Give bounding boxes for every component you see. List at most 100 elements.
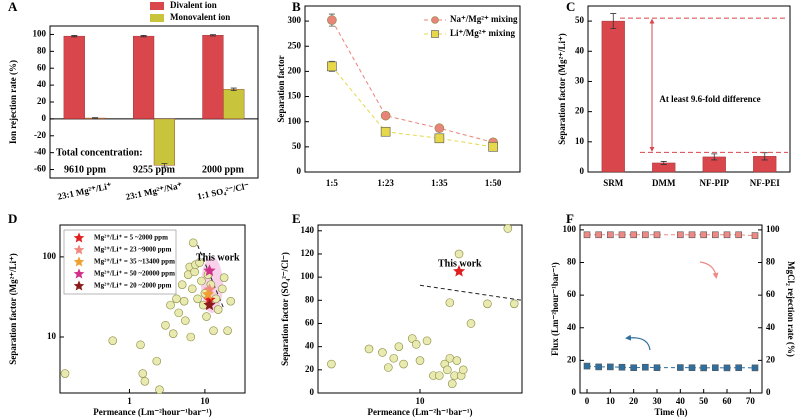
panel-label: E	[292, 211, 301, 226]
point	[688, 231, 696, 239]
trend-line	[419, 284, 523, 301]
y-tick-label: 30	[575, 76, 585, 86]
point	[595, 231, 602, 239]
y-tick-label: 10	[47, 331, 57, 341]
point	[197, 276, 206, 286]
y-tick-label: 250	[288, 40, 302, 50]
plot-frame	[59, 224, 246, 394]
legend-marker	[431, 30, 439, 38]
annotation: 9255 ppm	[133, 164, 176, 175]
y-tick-label: -60	[34, 164, 46, 174]
y-tick-label: 100	[301, 271, 315, 281]
y2-tick-label: 40	[766, 322, 776, 332]
annotation: 2000 ppm	[202, 164, 245, 175]
y-tick-label: 50	[575, 15, 585, 25]
y-axis-label: Separation factor (Mg²⁺/Li⁺)	[8, 253, 18, 365]
x-category-label: 1:1 SO₄²⁻/Cl⁻	[196, 181, 250, 202]
annotation: This work	[196, 252, 240, 263]
point	[203, 298, 216, 311]
plot-frame	[587, 5, 791, 173]
x-tick-label: 10	[200, 396, 210, 406]
point	[177, 280, 187, 289]
point	[202, 312, 211, 321]
legend-marker	[73, 268, 85, 279]
legend-marker	[73, 244, 85, 255]
point	[394, 342, 404, 351]
point	[677, 231, 684, 239]
point	[447, 379, 457, 389]
panel-label: C	[566, 0, 575, 14]
point	[138, 369, 148, 378]
bar	[132, 35, 155, 120]
y-tick-label: 10	[575, 136, 585, 146]
point	[607, 363, 614, 371]
legend-marker	[73, 232, 85, 243]
y-tick-label: 140	[301, 225, 315, 235]
y-tick-label: 40	[575, 45, 585, 55]
legend-label: Li⁺/Mg²⁺ mixing	[450, 28, 515, 38]
point	[380, 126, 391, 137]
point	[195, 258, 204, 267]
series-line	[331, 66, 494, 148]
arrow	[625, 334, 651, 351]
legend-label: Monovalent ion	[170, 12, 230, 22]
x-category-label: 1:5	[326, 178, 338, 188]
bar	[153, 118, 175, 166]
point	[364, 344, 374, 354]
point	[155, 385, 164, 394]
y-axis-label: Separation factor (Mg²⁺/Li⁺)	[557, 33, 567, 145]
legend-marker	[431, 16, 439, 24]
point	[186, 332, 196, 342]
y-axis-label: Separation factor (SO₄²⁻/Cl⁻)	[280, 252, 290, 366]
x-category-label: 1:50	[485, 178, 502, 188]
legend-label: Mg²⁺/Li⁺ = 35 ~13400 ppm	[94, 258, 175, 266]
point	[188, 238, 198, 248]
y-tick-label: 100	[43, 251, 57, 261]
x-tick-label: 30	[653, 396, 663, 406]
panel-label: B	[292, 0, 301, 14]
point	[108, 336, 118, 345]
point	[209, 326, 218, 335]
point	[653, 364, 661, 372]
point	[434, 123, 445, 134]
bar	[223, 89, 245, 120]
plot-frame	[579, 224, 763, 394]
point	[168, 329, 178, 338]
point	[422, 336, 432, 346]
x-tick-label: 20	[629, 396, 639, 406]
point	[735, 231, 742, 239]
point	[219, 273, 229, 282]
error-bar	[92, 117, 99, 119]
point	[653, 231, 661, 239]
x-category-label: SRM	[603, 178, 624, 188]
legend-label: Na⁺/Mg²⁺ mixing	[450, 14, 518, 24]
bar	[202, 35, 224, 120]
y-tick-label: 60	[567, 289, 577, 299]
legend-marker	[73, 256, 85, 267]
legend-label: Mg²⁺/Li⁺ = 5 ~2000 ppm	[94, 234, 168, 242]
point	[452, 356, 462, 365]
point	[434, 133, 445, 144]
y-tick-label: -40	[34, 147, 46, 157]
point	[226, 296, 236, 306]
point	[454, 249, 464, 259]
point	[735, 364, 742, 372]
annotation: This work	[438, 258, 482, 269]
x-category-label: 1:35	[431, 178, 448, 188]
x-tick-label: 70	[746, 396, 756, 406]
error-bar	[610, 13, 617, 30]
y-tick-label: 0	[580, 166, 585, 176]
x-tick-label: 60	[723, 396, 733, 406]
point	[503, 224, 513, 233]
point	[618, 231, 626, 239]
point	[389, 353, 399, 363]
y-tick-label: 40	[305, 341, 315, 351]
y-tick-label: 0	[572, 387, 577, 397]
y-tick-label: 20	[575, 106, 585, 116]
y-tick-label: 80	[567, 257, 577, 267]
point	[399, 359, 408, 369]
y-tick-label: 20	[37, 96, 47, 106]
annotation: Total concentration:	[56, 147, 143, 158]
panel-label: D	[8, 211, 17, 226]
point	[642, 363, 649, 371]
